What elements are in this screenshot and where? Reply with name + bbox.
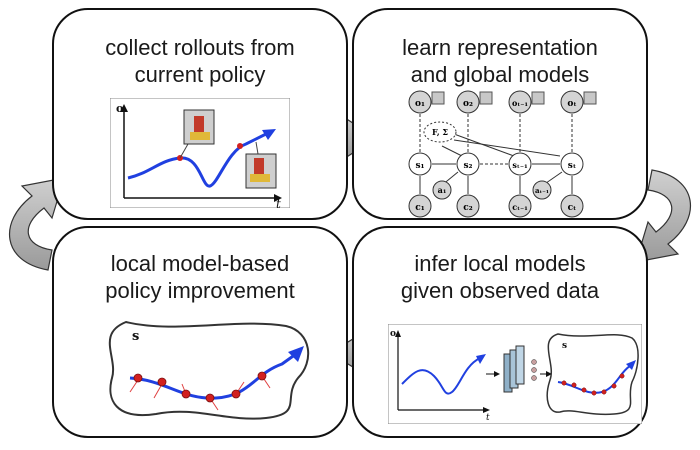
state-node: sₜ₋₁ xyxy=(508,152,532,176)
robot-image-thumbnail xyxy=(245,141,277,189)
trajectory-point xyxy=(133,373,143,383)
title-line-1: local model-based xyxy=(110,251,290,276)
svg-text:oₜ: oₜ xyxy=(567,99,576,109)
box-title: collect rollouts from current policy xyxy=(54,34,346,88)
robot-image-thumbnail xyxy=(179,109,215,159)
trajectory-point xyxy=(231,389,241,399)
svg-text:c₁: c₁ xyxy=(415,203,424,213)
trajectory-point xyxy=(205,393,215,403)
svg-text:s₁: s₁ xyxy=(415,161,424,171)
state-space-label: s xyxy=(562,341,567,351)
svg-text:sₜ: sₜ xyxy=(568,161,576,171)
cost-node: c₁ xyxy=(408,194,432,218)
graphical-model: o₁ o₂ oₜ₋₁ oₜ F, Σ s₁ s₂ sₜ₋₁ sₜ a₁ aₜ₋₁… xyxy=(408,90,597,218)
robot-image-thumbnail xyxy=(531,91,545,105)
axis-label-t: t xyxy=(276,197,281,208)
svg-text:sₜ₋₁: sₜ₋₁ xyxy=(512,160,527,170)
title-line-1: infer local models xyxy=(414,251,586,276)
action-node: a₁ xyxy=(432,180,452,200)
title-line-1: learn representation xyxy=(402,35,598,60)
box-learn-models: learn representation and global models o… xyxy=(352,8,648,220)
rollout-point xyxy=(237,143,243,149)
observation-node: o₁ xyxy=(408,90,432,114)
observation-node: oₜ₋₁ xyxy=(508,90,532,114)
robot-image-thumbnail xyxy=(431,91,445,105)
observation-node: o₂ xyxy=(456,90,480,114)
robot-image-thumbnail xyxy=(583,91,597,105)
box-title: local model-based policy improvement xyxy=(54,250,346,304)
cost-node: cₜ xyxy=(560,194,584,218)
title-line-2: policy improvement xyxy=(105,278,295,303)
axis-label-o: o xyxy=(116,102,123,115)
title-line-2: and global models xyxy=(410,62,590,87)
box-policy-improvement: local model-based policy improvement s xyxy=(52,226,348,438)
svg-text:o₂: o₂ xyxy=(463,99,473,109)
svg-text:c₂: c₂ xyxy=(463,203,472,213)
robot-image-thumbnail xyxy=(479,91,493,105)
state-space-label: s xyxy=(132,329,139,344)
parameter-node: F, Σ xyxy=(423,121,457,143)
observation-node: oₜ xyxy=(560,90,584,114)
box-collect-rollouts: collect rollouts from current policy o t xyxy=(52,8,348,220)
trajectory-point xyxy=(157,377,167,387)
state-node: sₜ xyxy=(560,152,584,176)
state-space-region xyxy=(546,333,639,416)
svg-text:F, Σ: F, Σ xyxy=(432,127,448,137)
state-node: s₁ xyxy=(408,152,432,176)
cost-node: cₜ₋₁ xyxy=(508,194,532,218)
svg-text:o₁: o₁ xyxy=(415,99,425,109)
title-line-1: collect rollouts from xyxy=(105,35,295,60)
box-infer-local-models: infer local models given observed data o… xyxy=(352,226,648,438)
observed-trajectory xyxy=(401,357,481,395)
svg-text:cₜ: cₜ xyxy=(568,203,577,213)
box-title: infer local models given observed data xyxy=(354,250,646,304)
state-space-plot: s xyxy=(108,320,310,420)
trajectory-point xyxy=(257,371,267,381)
rollout-trajectory xyxy=(127,132,267,188)
state-space-region xyxy=(108,320,310,420)
state-node: s₂ xyxy=(456,152,480,176)
svg-text:aₜ₋₁: aₜ₋₁ xyxy=(535,186,549,195)
svg-text:a₁: a₁ xyxy=(438,185,447,195)
box-title: learn representation and global models xyxy=(354,34,646,88)
axis-label-o: o xyxy=(390,329,396,339)
title-line-2: current policy xyxy=(134,62,266,87)
title-line-2: given observed data xyxy=(400,278,600,303)
rollout-plot: o t xyxy=(110,98,290,208)
svg-text:s₂: s₂ xyxy=(463,161,472,171)
svg-text:oₜ₋₁: oₜ₋₁ xyxy=(512,98,528,108)
cost-node: c₂ xyxy=(456,194,480,218)
arrow-curved-left xyxy=(8,177,65,271)
trajectory-point xyxy=(181,389,191,399)
inference-illustration: o t s xyxy=(388,324,642,424)
arrow-curved-right xyxy=(635,169,692,263)
encoder-network-icon xyxy=(503,345,537,393)
svg-text:cₜ₋₁: cₜ₋₁ xyxy=(512,202,528,212)
action-node: aₜ₋₁ xyxy=(532,180,552,200)
axis-label-t: t xyxy=(486,413,490,423)
